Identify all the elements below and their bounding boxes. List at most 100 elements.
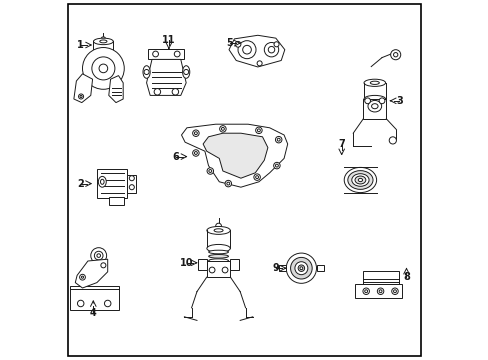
Circle shape: [92, 57, 115, 80]
Circle shape: [174, 51, 180, 57]
Circle shape: [81, 276, 83, 278]
Polygon shape: [146, 59, 186, 95]
Text: 10: 10: [180, 258, 193, 268]
Polygon shape: [228, 35, 284, 67]
Ellipse shape: [363, 79, 385, 86]
Circle shape: [152, 51, 158, 57]
Circle shape: [238, 41, 256, 59]
Circle shape: [226, 155, 241, 169]
Text: 4: 4: [90, 308, 97, 318]
Ellipse shape: [369, 81, 379, 85]
Polygon shape: [75, 259, 107, 288]
Bar: [109, 197, 123, 205]
Ellipse shape: [102, 37, 105, 39]
Ellipse shape: [208, 267, 228, 271]
Ellipse shape: [371, 104, 377, 109]
Circle shape: [362, 288, 368, 294]
Ellipse shape: [354, 176, 365, 184]
Text: 2: 2: [77, 179, 84, 189]
Ellipse shape: [363, 95, 385, 103]
Circle shape: [221, 127, 224, 130]
Bar: [363, 99, 386, 119]
Circle shape: [226, 182, 229, 185]
Circle shape: [97, 254, 101, 257]
Circle shape: [192, 130, 199, 136]
Text: 11: 11: [162, 35, 175, 45]
Ellipse shape: [101, 179, 104, 184]
Text: 7: 7: [338, 139, 345, 149]
Text: 3: 3: [395, 96, 402, 106]
Circle shape: [257, 61, 262, 66]
Circle shape: [194, 152, 197, 154]
Ellipse shape: [93, 38, 113, 45]
Ellipse shape: [98, 176, 106, 187]
Ellipse shape: [208, 263, 228, 267]
Ellipse shape: [93, 54, 113, 60]
Bar: [148, 49, 184, 59]
Circle shape: [208, 170, 211, 172]
Circle shape: [82, 48, 124, 89]
Ellipse shape: [214, 229, 223, 232]
Circle shape: [391, 288, 397, 294]
Text: 6: 6: [172, 152, 179, 162]
Circle shape: [206, 168, 213, 174]
Circle shape: [192, 150, 199, 156]
Circle shape: [224, 180, 231, 187]
Circle shape: [101, 263, 106, 268]
Circle shape: [129, 185, 134, 190]
Ellipse shape: [358, 179, 362, 182]
Ellipse shape: [182, 66, 189, 78]
Circle shape: [154, 89, 160, 95]
Circle shape: [298, 265, 304, 271]
Bar: [355, 284, 401, 298]
Ellipse shape: [100, 55, 107, 58]
Ellipse shape: [100, 40, 107, 43]
Circle shape: [77, 300, 84, 307]
Polygon shape: [203, 133, 267, 178]
Circle shape: [264, 42, 278, 57]
Circle shape: [257, 129, 260, 132]
Circle shape: [268, 46, 274, 53]
Bar: [279, 265, 285, 271]
Circle shape: [80, 95, 82, 98]
Circle shape: [235, 41, 241, 47]
Polygon shape: [70, 286, 118, 310]
Circle shape: [393, 290, 396, 293]
Ellipse shape: [344, 167, 376, 193]
Circle shape: [222, 267, 227, 273]
Circle shape: [194, 132, 197, 135]
Circle shape: [294, 262, 307, 275]
Circle shape: [377, 288, 383, 294]
Polygon shape: [181, 124, 287, 187]
Ellipse shape: [206, 244, 230, 252]
Polygon shape: [108, 76, 123, 103]
Circle shape: [129, 176, 134, 181]
Circle shape: [364, 290, 367, 293]
Circle shape: [215, 223, 221, 229]
Circle shape: [290, 257, 311, 279]
Ellipse shape: [367, 100, 381, 112]
Circle shape: [388, 137, 396, 144]
Circle shape: [275, 164, 278, 167]
Circle shape: [172, 89, 178, 95]
Circle shape: [390, 50, 400, 60]
Ellipse shape: [208, 255, 228, 258]
Circle shape: [273, 42, 279, 47]
Text: 9: 9: [272, 263, 279, 273]
Circle shape: [393, 53, 397, 57]
Circle shape: [255, 127, 262, 134]
Bar: [197, 259, 206, 270]
Circle shape: [144, 69, 149, 75]
Circle shape: [364, 98, 370, 104]
Circle shape: [183, 69, 188, 75]
Circle shape: [99, 64, 107, 73]
Bar: [230, 259, 239, 270]
Ellipse shape: [142, 66, 150, 78]
Bar: [316, 265, 323, 271]
Text: 8: 8: [402, 272, 409, 282]
Circle shape: [255, 176, 258, 179]
Bar: [97, 169, 127, 198]
Circle shape: [277, 138, 280, 141]
Circle shape: [273, 162, 280, 169]
Text: 5: 5: [226, 38, 233, 48]
